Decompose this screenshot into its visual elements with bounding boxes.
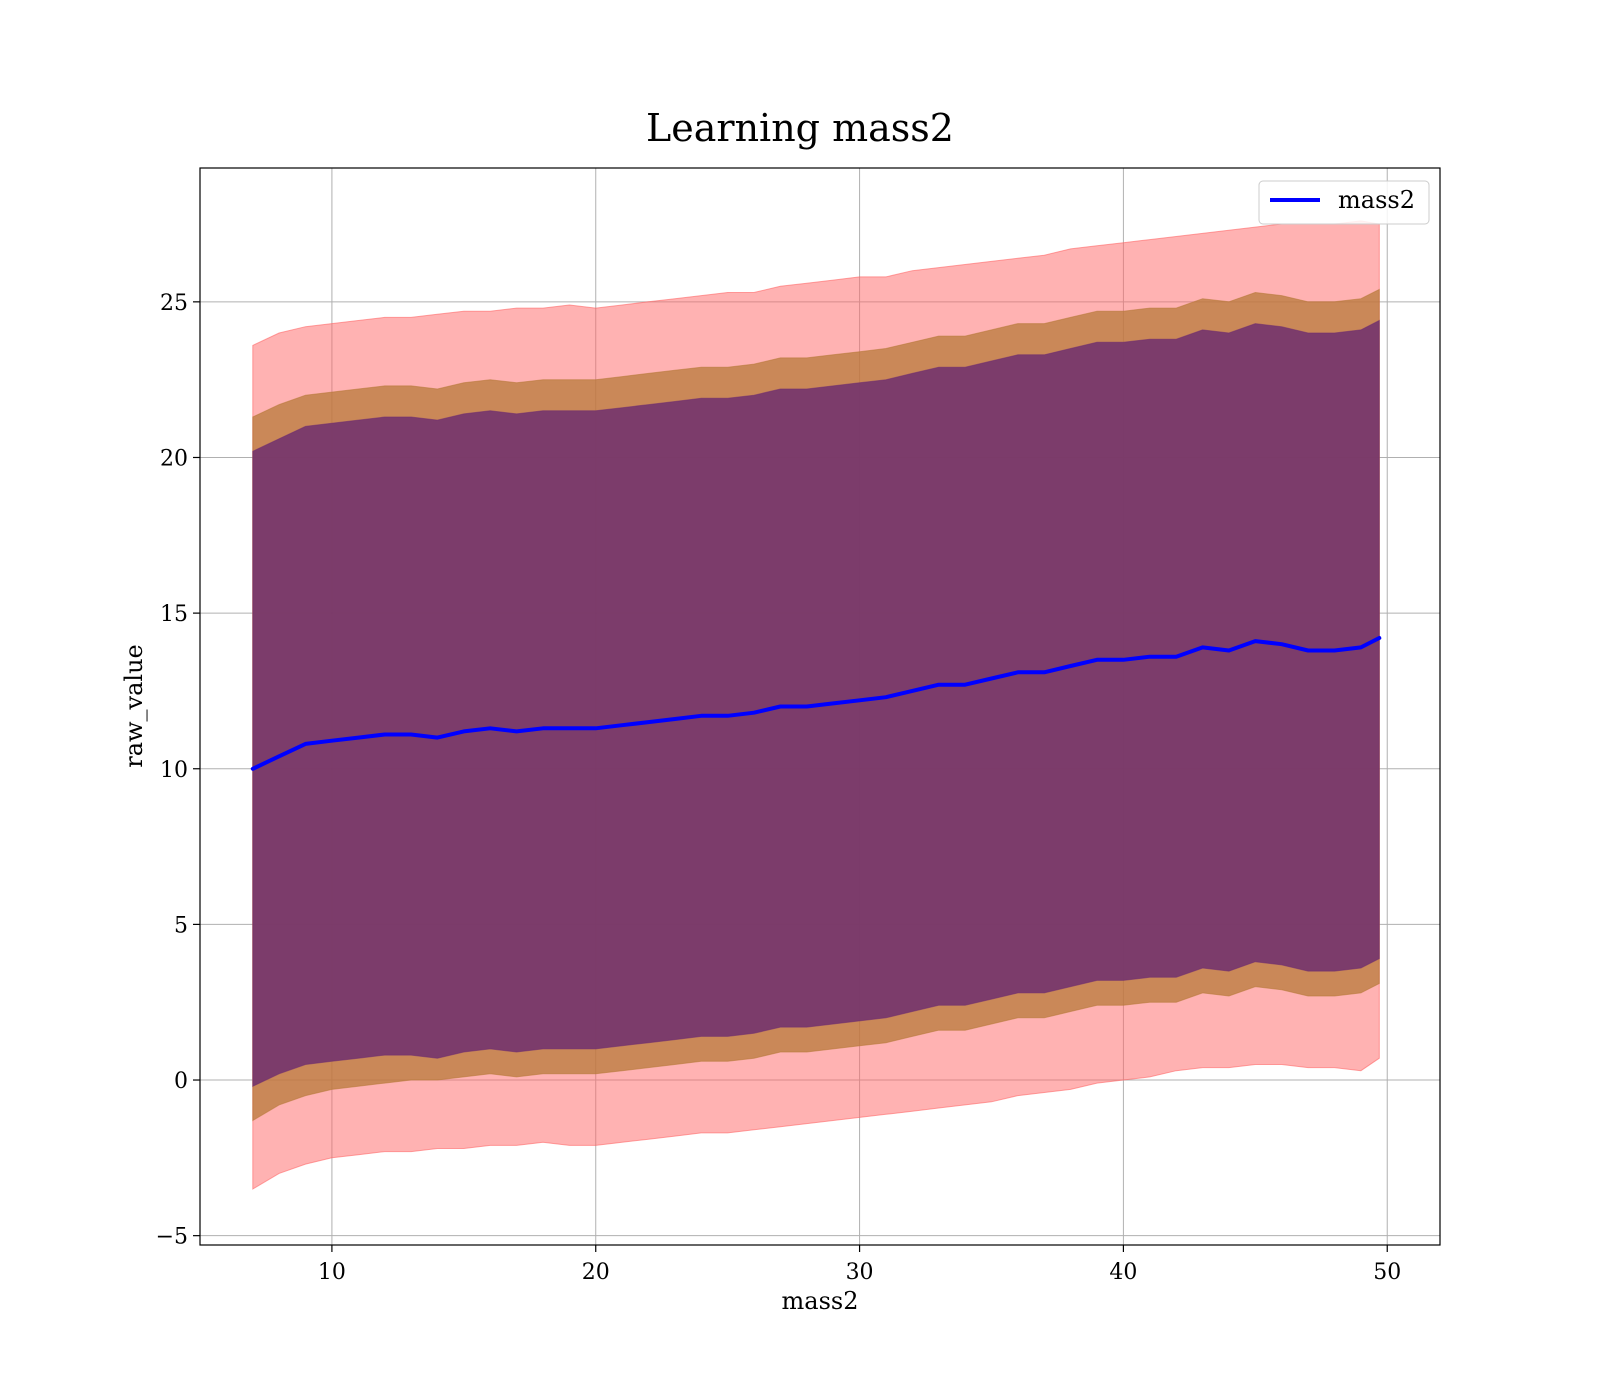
series-line-0 xyxy=(250,636,1382,771)
x-tick-label-2: 30 xyxy=(846,1260,874,1285)
y-axis-label: raw_value xyxy=(120,644,148,768)
x-tick-label-1: 20 xyxy=(582,1260,610,1285)
y-tick-label-1: 0 xyxy=(174,1069,188,1094)
axis-ticks: 10 20 30 40 50 −5 0 5 10 15 20 25 xyxy=(156,291,1402,1285)
plot-frame xyxy=(199,167,1441,1246)
series-lines xyxy=(250,636,1382,771)
legend-label-mass2: mass2 xyxy=(1338,186,1415,214)
y-tick-label-2: 5 xyxy=(174,913,188,938)
y-tick-label-3: 10 xyxy=(160,758,188,783)
confidence-band-2 xyxy=(252,319,1380,1088)
x-tick-label-0: 10 xyxy=(318,1260,346,1285)
y-tick-label-5: 20 xyxy=(160,446,188,471)
legend-box xyxy=(1258,180,1430,225)
legend: mass2 xyxy=(1258,180,1430,225)
x-tick-label-3: 40 xyxy=(1109,1260,1137,1285)
y-tick-label-6: 25 xyxy=(160,291,188,316)
x-axis-label: mass2 xyxy=(782,1287,859,1315)
chart-title: Learning mass2 xyxy=(646,106,954,150)
y-tick-label-0: −5 xyxy=(156,1225,188,1250)
y-tick-label-4: 15 xyxy=(160,602,188,627)
x-tick-label-4: 50 xyxy=(1373,1260,1401,1285)
